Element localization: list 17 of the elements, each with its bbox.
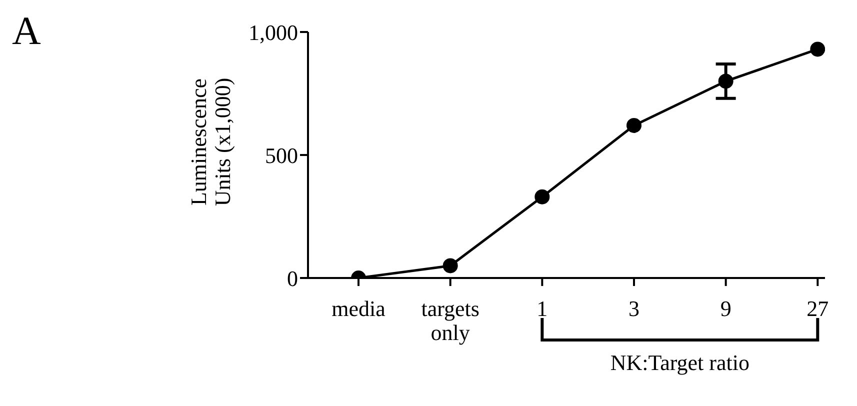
chart-title: A (12, 8, 41, 53)
point (626, 118, 642, 133)
x-tick-label: targets only (421, 296, 480, 345)
x-tick-label: 1 (536, 296, 548, 321)
y-axis-title: Luminescence Units (x1,000) (186, 78, 236, 206)
y-tick-label: 0 (287, 266, 298, 291)
y-tick-label: 500 (265, 142, 298, 168)
point (810, 42, 825, 57)
x-tick-label: 3 (628, 296, 640, 321)
text: NK:Target ratio (610, 350, 750, 375)
point (442, 258, 458, 274)
y-tick-label: 1,000 (248, 20, 298, 45)
point (534, 189, 550, 204)
x-tick-label: 9 (720, 296, 732, 321)
point (718, 74, 734, 89)
x-tick-label: 27 (806, 296, 829, 321)
x-tick-label: media (332, 296, 386, 321)
